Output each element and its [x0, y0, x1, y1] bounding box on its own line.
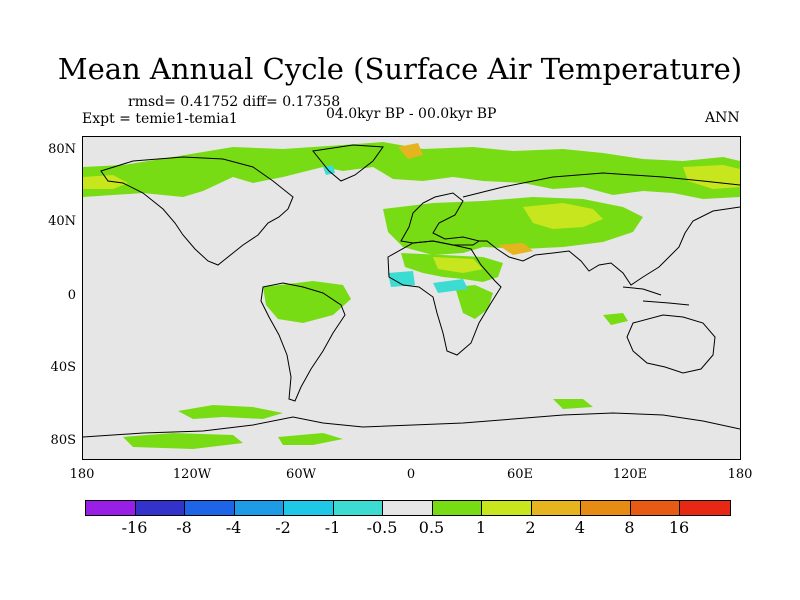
colorbar-label: -4	[225, 518, 242, 537]
lon-label-180w: 180	[69, 467, 95, 482]
colorbar-label: -1	[324, 518, 341, 537]
lon-label-120e: 120E	[612, 467, 648, 482]
period-label: 04.0kyr BP - 00.0kyr BP	[326, 106, 497, 122]
lon-label-60e: 60E	[506, 467, 534, 482]
coast-north-america	[100, 156, 294, 266]
colorbar-label: -16	[121, 518, 148, 537]
colorbar-swatch	[630, 501, 680, 515]
lat-label-40s: 40S	[50, 360, 76, 375]
coast-australia	[626, 314, 716, 374]
colorbar-label: 2	[525, 518, 536, 537]
lon-label-120w: 120W	[172, 467, 212, 482]
map-panel	[82, 136, 741, 460]
experiment-label: Expt = temie1-temia1	[82, 111, 238, 127]
lat-label-80s: 80S	[50, 433, 76, 448]
anomaly-green-antarctic-2	[123, 433, 243, 449]
anomaly-green-antarctic-4	[553, 399, 593, 409]
temperature-map	[83, 142, 740, 449]
colorbar-label: -0.5	[366, 518, 398, 537]
colorbar-label: 8	[624, 518, 635, 537]
lat-label-40n: 40N	[48, 214, 76, 229]
coast-asia	[462, 172, 740, 286]
chart-title: Mean Annual Cycle (Surface Air Temperatu…	[57, 52, 743, 86]
colorbar-swatch	[680, 501, 730, 515]
anomaly-yellow-asia	[523, 203, 603, 229]
lon-label-180e: 180	[727, 467, 753, 482]
anomaly-green-arctic	[83, 142, 740, 199]
anomaly-green-antarctic-1	[178, 405, 283, 419]
anomaly-green-antarctic-3	[278, 433, 343, 445]
colorbar-swatch	[581, 501, 631, 515]
colorbar-swatch	[86, 501, 136, 515]
anomaly-green-east-africa	[455, 285, 493, 319]
coast-europe	[400, 192, 481, 246]
anomaly-orange-greenland	[398, 143, 423, 159]
coast-africa	[387, 240, 502, 356]
lat-label-80n: 80N	[48, 142, 76, 157]
coast-greenland	[312, 144, 384, 182]
colorbar-swatch	[284, 501, 334, 515]
colorbar-swatch	[333, 501, 383, 515]
colorbar-swatch	[383, 501, 433, 515]
anomaly-orange-mideast	[498, 243, 533, 255]
colorbar-label: 0.5	[418, 518, 445, 537]
coast-indonesia	[622, 286, 690, 306]
colorbar-swatch	[234, 501, 284, 515]
colorbar-swatch	[482, 501, 532, 515]
anomaly-cyan-congo	[433, 279, 468, 293]
colorbar	[85, 500, 731, 516]
colorbar-label: 1	[475, 518, 487, 537]
anomaly-cyan-sahel	[388, 271, 415, 287]
lat-label-0: 0	[67, 288, 76, 303]
colorbar-label: -8	[176, 518, 192, 537]
lon-label-60w: 60W	[286, 467, 316, 482]
season-label: ANN	[705, 110, 740, 126]
colorbar-swatch	[432, 501, 482, 515]
lon-label-0: 0	[406, 467, 416, 482]
stats-text: rmsd= 0.41752 diff= 0.17358	[128, 94, 341, 110]
anomaly-yellow-sahara	[433, 257, 483, 273]
colorbar-swatch	[135, 501, 185, 515]
colorbar-label: -2	[275, 518, 291, 537]
coastlines	[83, 144, 740, 438]
coast-antarctica	[83, 412, 740, 438]
colorbar-label: 4	[574, 518, 586, 537]
colorbar-swatch	[531, 501, 581, 515]
anomaly-yellow-canada	[83, 175, 128, 189]
colorbar-label: 16	[668, 518, 690, 537]
anomaly-fields	[83, 142, 740, 449]
anomaly-green-australia-tip	[603, 313, 628, 325]
anomaly-green-south-america	[263, 281, 351, 323]
colorbar-swatch	[185, 501, 235, 515]
coast-south-america	[260, 282, 346, 402]
